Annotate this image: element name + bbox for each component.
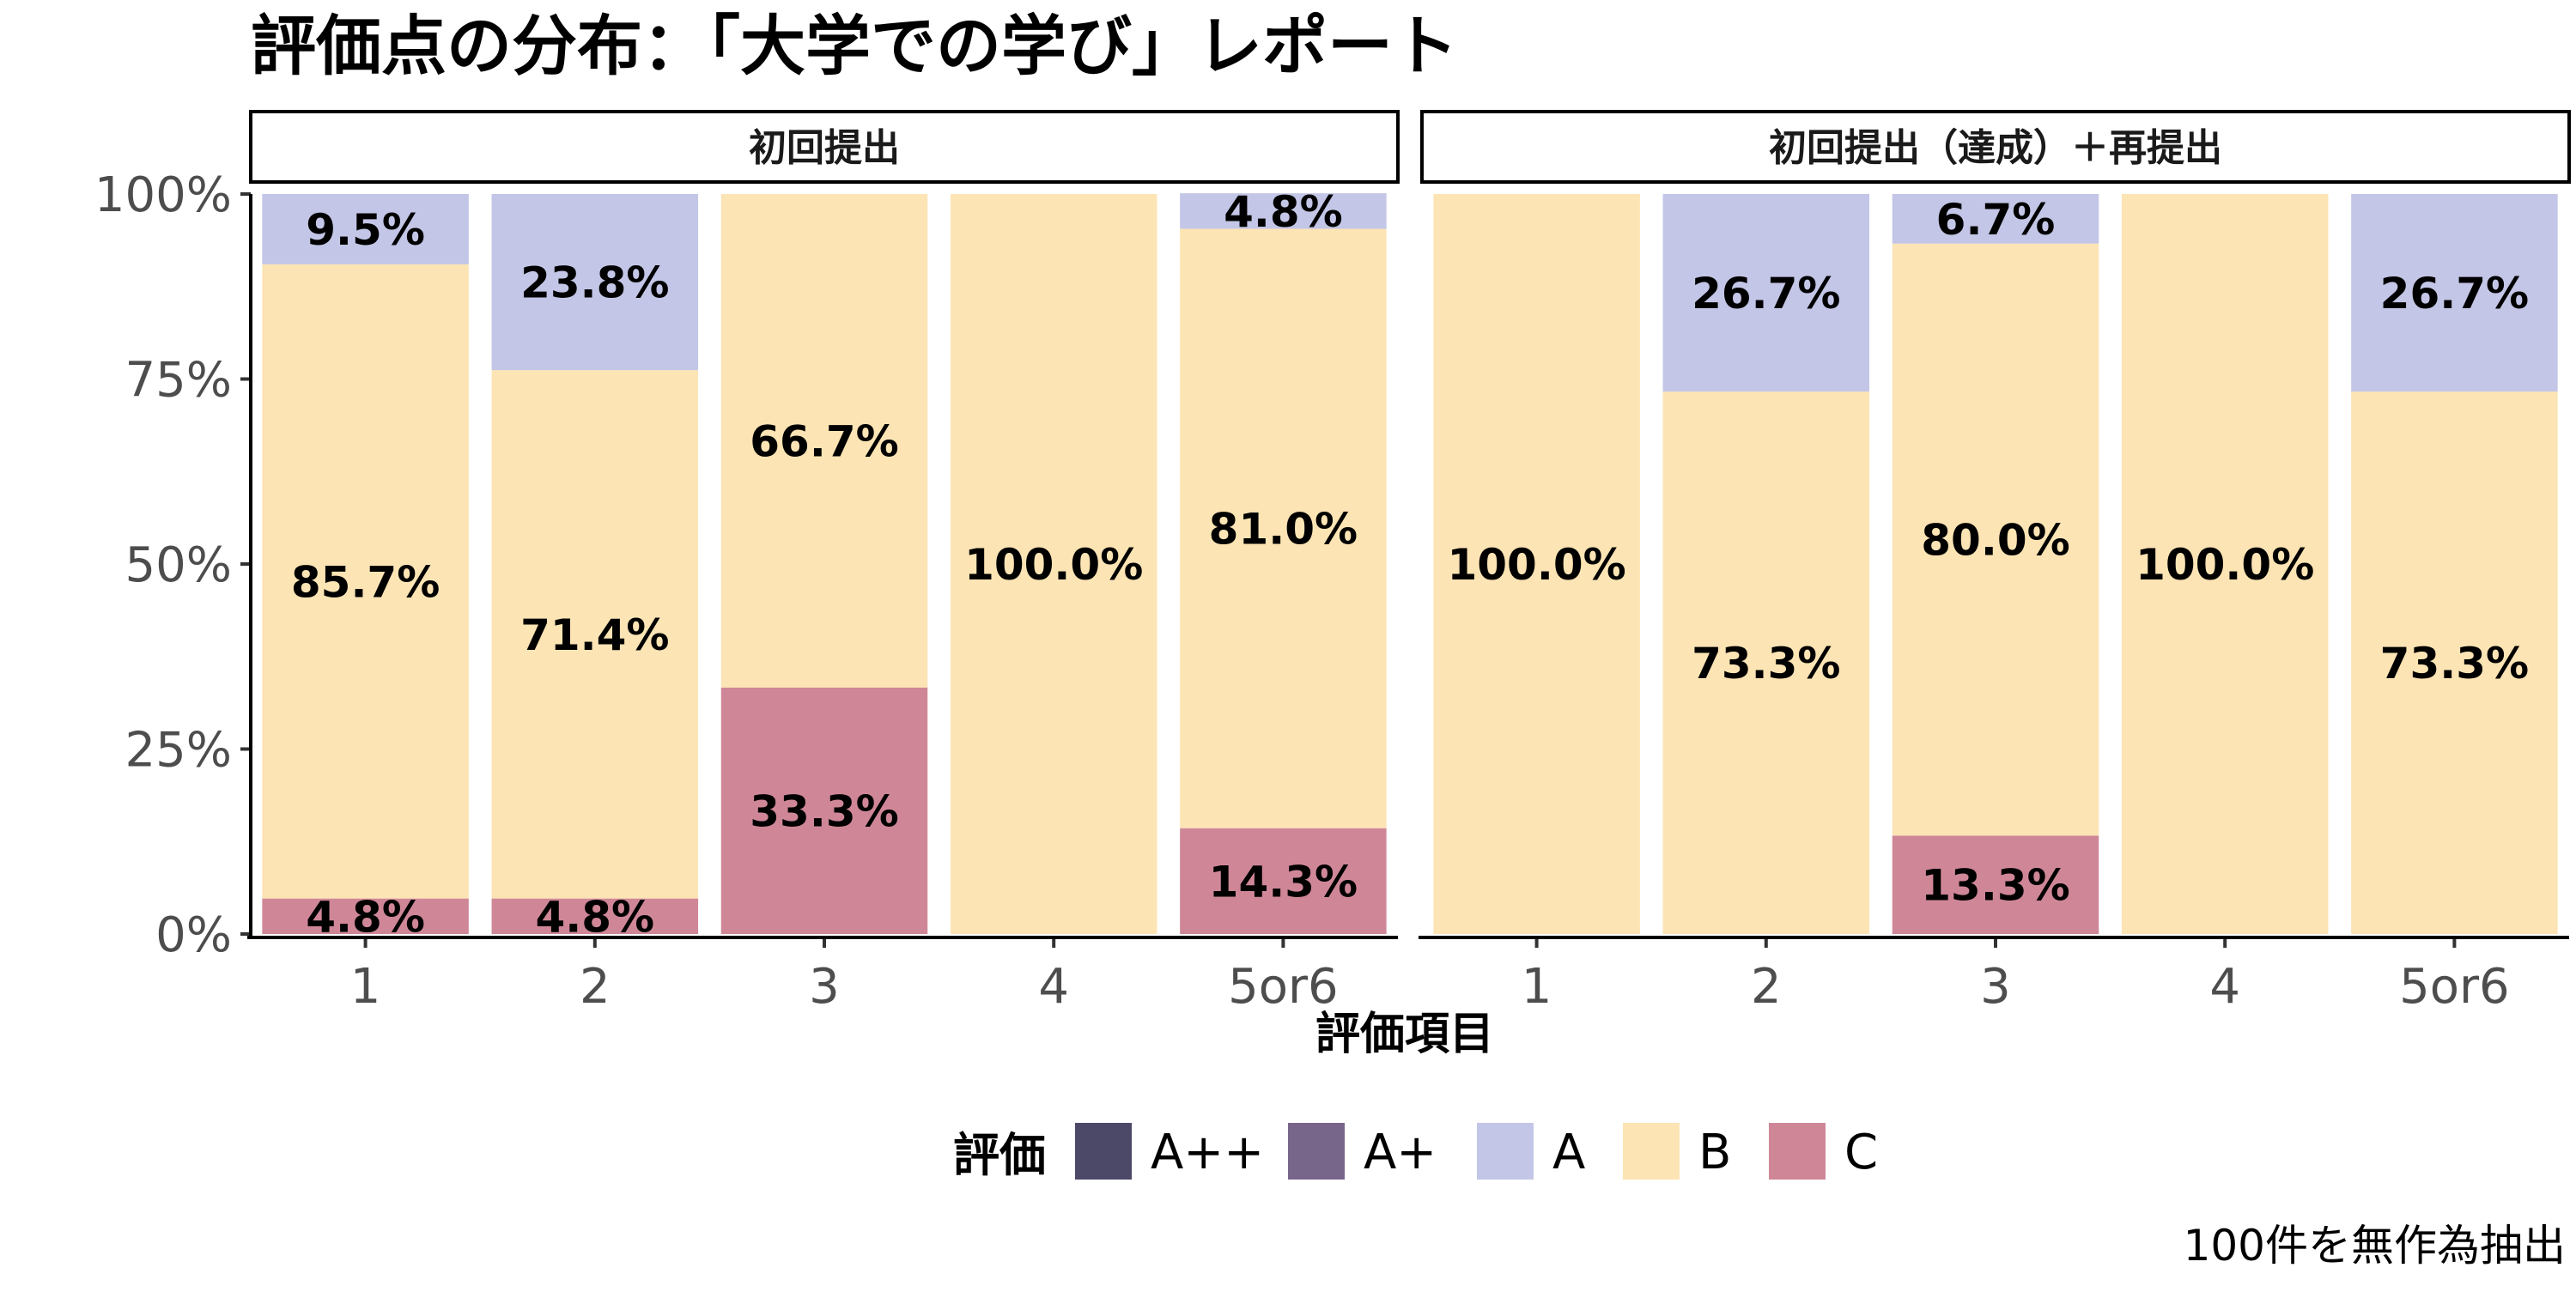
data-label: 26.7% (2380, 269, 2529, 318)
data-label: 81.0% (1209, 505, 1358, 555)
bar-segment-B (1433, 194, 1640, 934)
data-label: 9.5% (306, 205, 425, 255)
data-label: 4.8% (1224, 187, 1343, 237)
bar-segment-C (1892, 835, 2099, 934)
bar-segment-A (1892, 194, 2099, 244)
bar-segment-B (1662, 391, 1870, 934)
panel-strip-label: 初回提出（達成）＋再提出 (1769, 126, 2222, 170)
bar-2: 26.7% 73.3% (1662, 194, 1870, 934)
bar-segment-B (2121, 194, 2329, 934)
x-tick-label: 4 (1038, 959, 1069, 1015)
y-tick-label: 0% (155, 907, 232, 963)
legend: 評価 A++ A+ A B C (953, 1123, 1878, 1182)
legend-label: C (1844, 1125, 1878, 1180)
y-tick-label: 25% (125, 723, 232, 779)
bar-segment-B (1180, 228, 1387, 828)
data-label: 13.3% (1921, 861, 2069, 911)
legend-label: B (1698, 1125, 1731, 1180)
chart-caption: 100件を無作為抽出 (2184, 1221, 2566, 1271)
legend-label: A (1552, 1125, 1585, 1180)
bar-segment-A (2351, 194, 2558, 392)
x-tick-label: 1 (1522, 959, 1552, 1015)
bar-segment-B (491, 370, 699, 899)
legend-swatch (1477, 1123, 1534, 1180)
panel-strip (249, 110, 1400, 184)
bar-segment-B (262, 264, 469, 899)
bar-4: 100.0% (950, 194, 1157, 934)
y-tick-label: 75% (125, 353, 232, 409)
legend-label: A++ (1151, 1125, 1264, 1180)
bar-segment-B (950, 194, 1157, 934)
panels: 0% 25% 50% 75% 100% 初回提出 9.5% 85.7% 4.8% 1 23.8% 71… (94, 110, 2571, 1015)
legend-swatch (1075, 1123, 1132, 1180)
x-tick-label: 5or6 (2399, 959, 2510, 1015)
legend-item-C: C (1769, 1123, 1878, 1180)
data-label: 33.3% (750, 786, 898, 836)
bar-segment-C (491, 898, 699, 934)
bar-segment-A (1662, 194, 1870, 392)
bar-segment-C (1180, 828, 1387, 934)
legend-swatch (1769, 1123, 1826, 1180)
bar-1: 9.5% 85.7% 4.8% (262, 194, 469, 942)
x-tick-label: 1 (350, 959, 381, 1015)
data-label: 73.3% (2380, 639, 2529, 688)
x-tick-label: 3 (1980, 959, 2011, 1015)
data-label: 66.7% (750, 416, 898, 466)
legend-swatch (1288, 1123, 1345, 1180)
bar-segment-B (1892, 243, 2099, 836)
bar-segment-A (1180, 193, 1387, 229)
bar-2: 23.8% 71.4% 4.8% (491, 194, 699, 942)
x-tick-label: 2 (1751, 959, 1782, 1015)
y-axis: 0% 25% 50% 75% 100% (94, 167, 252, 963)
x-tick-label: 3 (809, 959, 840, 1015)
bar-5or6: 4.8% 81.0% 14.3% (1180, 187, 1387, 934)
bar-segment-A (491, 194, 699, 371)
panel-strip-label: 初回提出 (749, 126, 900, 170)
data-label: 23.8% (520, 258, 669, 308)
x-tick-label: 2 (580, 959, 611, 1015)
panel-1: 初回提出9.5%85.7%4.8%123.8%71.4%4.8%266.7%33… (247, 110, 1400, 1015)
bar-segment-C (720, 687, 928, 934)
data-label: 73.3% (1692, 639, 1840, 688)
x-tick-label: 4 (2209, 959, 2240, 1015)
data-label: 100.0% (2136, 540, 2314, 590)
bar-3: 6.7% 80.0% 13.3% (1892, 194, 2099, 934)
data-label: 4.8% (535, 892, 654, 942)
data-label: 71.4% (520, 610, 669, 660)
legend-item-A++: A++ (1075, 1123, 1264, 1180)
data-label: 6.7% (1936, 195, 2056, 245)
data-label: 4.8% (306, 892, 425, 942)
bar-4: 100.0% (2121, 194, 2329, 934)
legend-label: A+ (1364, 1125, 1437, 1180)
chart-title: 評価点の分布：「大学での学び」レポート (251, 8, 1458, 84)
panel-2: 初回提出（達成）＋再提出100.0%126.7%73.3%26.7%80.0%1… (1419, 110, 2571, 1015)
data-label: 100.0% (1447, 540, 1625, 590)
y-tick-label: 100% (94, 167, 232, 223)
bar-segment-C (262, 898, 469, 934)
data-label: 14.3% (1209, 857, 1358, 907)
data-label: 85.7% (291, 557, 440, 607)
y-tick-label: 50% (125, 537, 232, 593)
bar-segment-B (720, 194, 928, 688)
bar-5or6: 26.7% 73.3% (2351, 194, 2558, 934)
bar-segment-A (262, 194, 469, 264)
legend-item-A+: A+ (1288, 1123, 1437, 1180)
data-label: 100.0% (964, 540, 1143, 590)
bar-1: 100.0% (1433, 194, 1640, 934)
x-axis-label: 評価項目 (1315, 1009, 1494, 1060)
data-label: 26.7% (1692, 269, 1840, 318)
data-label: 80.0% (1921, 516, 2069, 566)
legend-item-B: B (1623, 1123, 1731, 1180)
x-tick-label: 5or6 (1228, 959, 1339, 1015)
legend-item-A: A (1477, 1123, 1585, 1180)
panel-strip (1420, 110, 2571, 184)
bar-segment-B (2351, 391, 2558, 934)
legend-swatch (1623, 1123, 1680, 1180)
legend-title: 評価 (953, 1128, 1046, 1182)
bar-3: 66.7% 33.3% (720, 194, 928, 934)
